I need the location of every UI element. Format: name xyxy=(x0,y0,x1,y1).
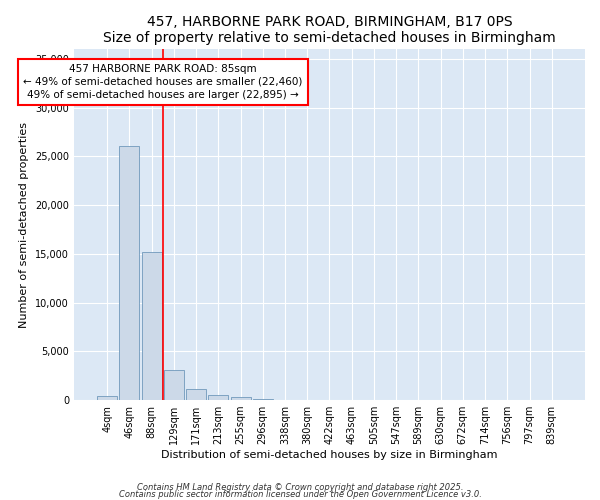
Bar xyxy=(119,146,139,400)
Y-axis label: Number of semi-detached properties: Number of semi-detached properties xyxy=(19,122,29,328)
Bar xyxy=(230,398,251,400)
Bar xyxy=(186,389,206,400)
Bar xyxy=(97,396,117,400)
Text: Contains HM Land Registry data © Crown copyright and database right 2025.: Contains HM Land Registry data © Crown c… xyxy=(137,484,463,492)
Bar xyxy=(208,396,228,400)
Title: 457, HARBORNE PARK ROAD, BIRMINGHAM, B17 0PS
Size of property relative to semi-d: 457, HARBORNE PARK ROAD, BIRMINGHAM, B17… xyxy=(103,15,556,45)
X-axis label: Distribution of semi-detached houses by size in Birmingham: Distribution of semi-detached houses by … xyxy=(161,450,497,460)
Text: 457 HARBORNE PARK ROAD: 85sqm
← 49% of semi-detached houses are smaller (22,460): 457 HARBORNE PARK ROAD: 85sqm ← 49% of s… xyxy=(23,64,302,100)
Bar xyxy=(142,252,161,400)
Text: Contains public sector information licensed under the Open Government Licence v3: Contains public sector information licen… xyxy=(119,490,481,499)
Bar xyxy=(164,370,184,400)
